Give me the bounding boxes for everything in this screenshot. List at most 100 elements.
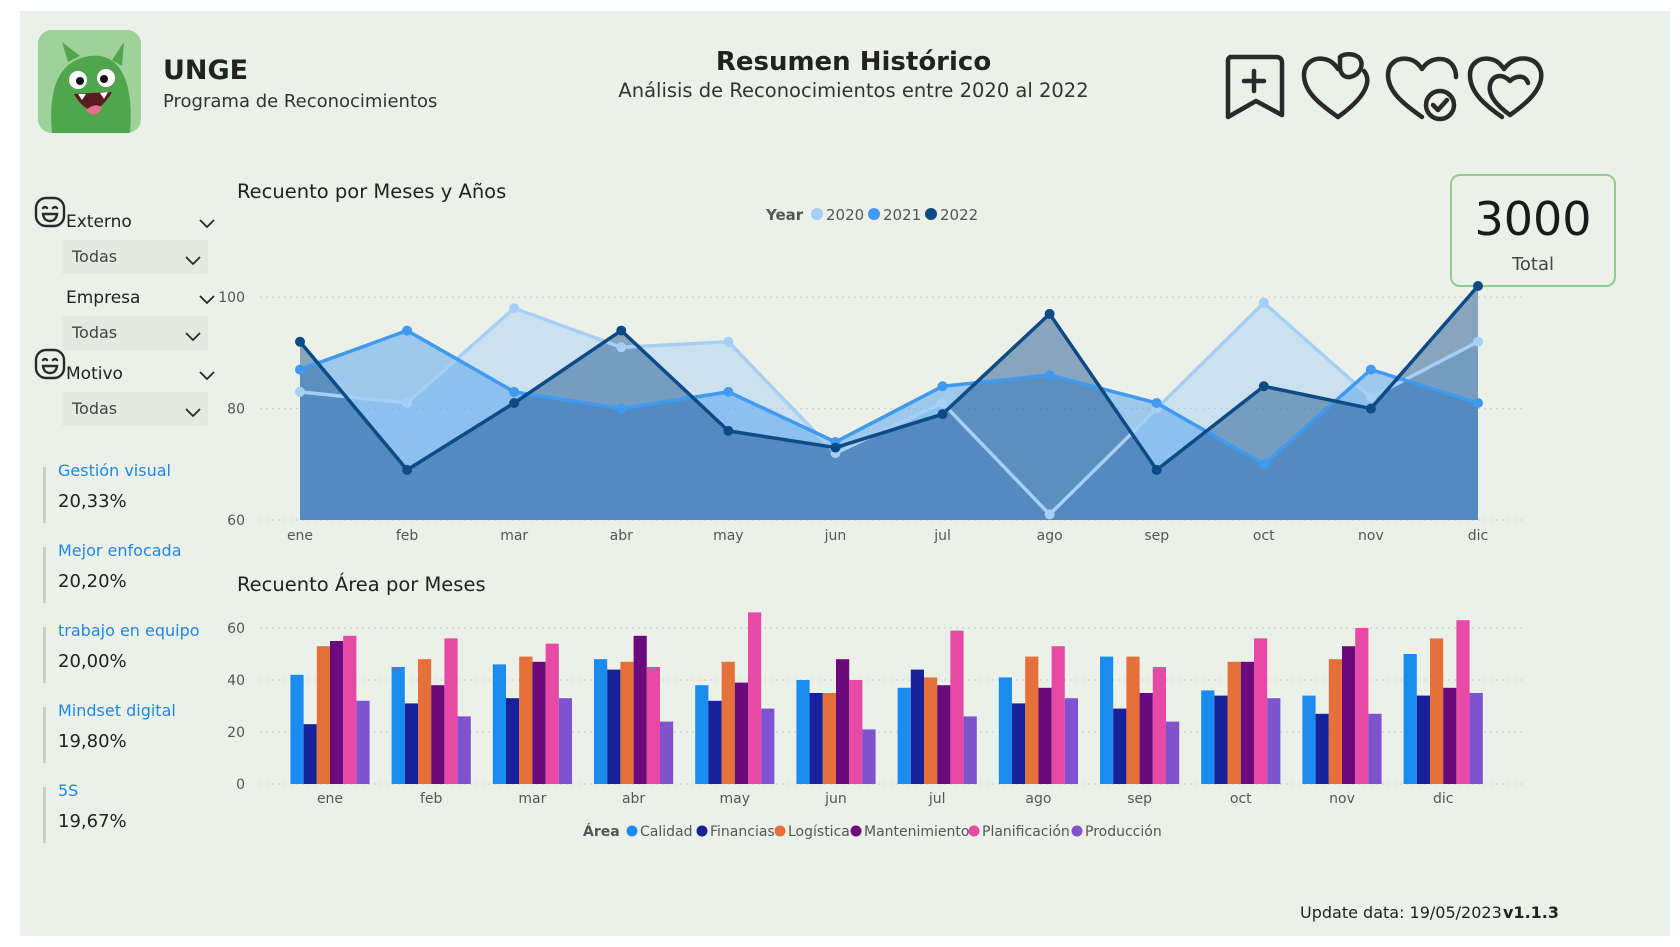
legend-marker-2022: [925, 208, 937, 220]
filter-select-externo[interactable]: Todas: [62, 240, 208, 274]
page-title: Resumen Histórico: [715, 47, 992, 77]
version-label: v1.1.3: [1503, 903, 1559, 922]
total-value: 3000: [1474, 192, 1592, 246]
heart-check-icon[interactable]: [1382, 47, 1462, 127]
bar-Calidad-nov: [1302, 695, 1316, 784]
point-2022-dic: [1473, 281, 1483, 291]
bar-Logística-dic: [1430, 638, 1444, 784]
heart-broken-icon[interactable]: [1298, 47, 1378, 127]
face-icon: [34, 196, 66, 228]
x-tick-label: abr: [622, 791, 645, 807]
point-2022-nov: [1365, 403, 1376, 414]
legend-marker-Logística: [774, 825, 786, 837]
kpi-value: 20,00%: [58, 651, 127, 672]
kpi-card: 5S 19,67%: [43, 781, 233, 843]
bar-Calidad-abr: [594, 659, 608, 784]
point-2021-sep: [1151, 398, 1162, 408]
bookmark-plus-icon[interactable]: [1214, 47, 1294, 127]
legend-label: Planificación: [982, 824, 1070, 840]
legend-marker-2021: [868, 208, 880, 220]
kpi-value: 20,33%: [58, 491, 127, 512]
legend-label: 2020: [826, 206, 864, 224]
chevron-down-icon: [184, 327, 202, 342]
kpi-name: trabajo en equipo: [58, 621, 200, 640]
bar-Financias-ene: [303, 724, 317, 784]
point-2020-mar: [509, 303, 520, 314]
legend-label: 2021: [883, 206, 921, 224]
bar-Logística-sep: [1126, 656, 1140, 784]
bar-Producción-abr: [660, 721, 674, 784]
point-2021-ago: [1044, 370, 1055, 381]
bar-Logística-mar: [519, 656, 533, 784]
legend-label: Logística: [788, 824, 850, 840]
point-2020-abr: [616, 342, 627, 353]
bar-Mantenimiento-oct: [1240, 661, 1254, 784]
report-canvas: UNGE Programa de Reconocimientos Resumen…: [20, 11, 1670, 936]
point-2022-sep: [1151, 464, 1162, 475]
total-card: 3000 Total: [1450, 174, 1616, 287]
y-tick-label: 20: [227, 725, 245, 741]
bar-Financias-dic: [1416, 695, 1430, 784]
page-subtitle: Análisis de Reconocimientos entre 2020 a…: [618, 79, 1089, 102]
x-tick-label: abr: [610, 528, 633, 544]
double-heart-icon[interactable]: [1466, 47, 1546, 127]
point-2021-feb: [402, 325, 413, 336]
legend-marker-Financias: [696, 825, 708, 837]
x-tick-label: sep: [1144, 528, 1169, 544]
x-tick-label: nov: [1358, 528, 1384, 544]
chevron-down-icon[interactable]: [198, 366, 216, 381]
y-tick-label: 60: [227, 621, 245, 637]
bar-Producción-jun: [862, 729, 876, 784]
bar-Producción-ene: [356, 700, 370, 784]
bar-Planificación-ene: [343, 635, 357, 784]
y-tick-label: 60: [227, 513, 245, 529]
filter-select-empresa[interactable]: Todas: [62, 316, 208, 350]
bar-Calidad-dic: [1403, 654, 1417, 784]
bar-Mantenimiento-jun: [836, 659, 850, 784]
legend-label: Mantenimiento: [864, 824, 969, 840]
bar-Logística-nov: [1328, 659, 1342, 784]
bar-Calidad-may: [695, 685, 709, 784]
chevron-down-icon: [184, 251, 202, 266]
bar-Calidad-sep: [1100, 656, 1114, 784]
bar-Producción-sep: [1166, 721, 1180, 784]
filter-select-motivo[interactable]: Todas: [62, 392, 208, 426]
kpi-name: Mindset digital: [58, 701, 176, 720]
bar-Mantenimiento-abr: [633, 635, 647, 784]
bar-Producción-ago: [1064, 698, 1078, 784]
app-subtitle: Programa de Reconocimientos: [163, 91, 438, 112]
bar-Producción-oct: [1267, 698, 1281, 784]
chevron-down-icon[interactable]: [198, 290, 216, 305]
x-tick-label: feb: [396, 528, 419, 544]
x-tick-label: jul: [933, 528, 951, 544]
bar-Planificación-nov: [1355, 628, 1369, 784]
legend-label: Calidad: [640, 824, 693, 840]
x-tick-label: mar: [500, 528, 528, 544]
kpi-value: 19,67%: [58, 811, 127, 832]
point-2021-abr: [616, 403, 627, 414]
legend-marker-Planificación: [968, 825, 980, 837]
line-2022: [298, 284, 1480, 472]
x-tick-label: may: [720, 791, 751, 807]
chevron-down-icon[interactable]: [198, 214, 216, 229]
bar-Calidad-oct: [1201, 690, 1215, 784]
kpi-value: 19,80%: [58, 731, 127, 752]
y-tick-label: 100: [218, 290, 245, 306]
point-2022-oct: [1258, 381, 1269, 392]
bar-chart-title: Recuento Área por Meses: [237, 573, 486, 596]
bar-Planificación-ago: [1051, 646, 1065, 784]
legend-title: Área: [583, 823, 620, 840]
chevron-down-icon: [184, 403, 202, 418]
line-2020: [299, 300, 1479, 517]
legend-label: Financias: [710, 824, 775, 840]
bar-Financias-jul: [910, 669, 924, 784]
y-tick-label: 0: [236, 777, 245, 793]
filter-value-externo: Todas: [72, 247, 118, 266]
kpi-card: Mindset digital 19,80%: [43, 701, 233, 763]
x-tick-label: ago: [1037, 528, 1063, 544]
total-label: Total: [1511, 254, 1555, 275]
bar-Producción-nov: [1368, 713, 1382, 784]
point-2020-jul: [937, 398, 948, 408]
bar-Producción-dic: [1469, 693, 1483, 784]
bar-Mantenimiento-jul: [937, 685, 951, 784]
